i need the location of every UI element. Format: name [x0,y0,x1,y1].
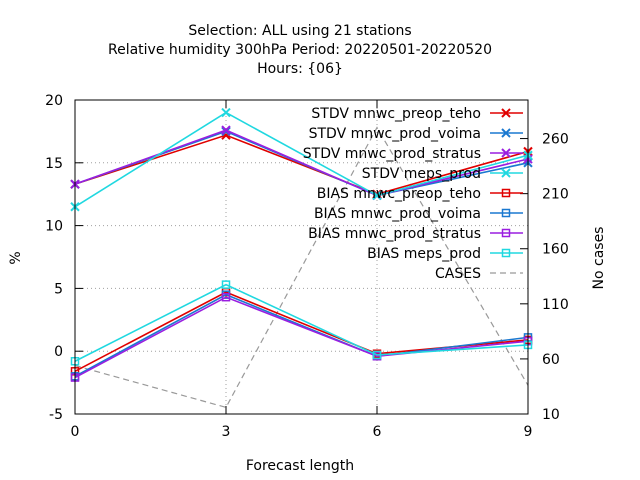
x-tick-label: 3 [222,424,231,440]
y2-tick-label: 260 [542,132,569,148]
series-line [74,111,529,208]
legend-label: BIAS meps_prod [367,246,481,262]
data-point [372,350,382,360]
y2-tick-label: 60 [542,352,560,368]
data-point [501,248,511,258]
data-point [221,280,231,289]
data-point [221,125,231,135]
y2-tick-label: 210 [542,187,569,203]
y-tick-label: 20 [45,93,63,109]
x-tick-label: 0 [71,424,80,440]
data-point [501,128,511,138]
legend-label: STDV meps_prod [362,166,481,182]
y-tick-label: 15 [45,156,63,172]
title-line: Relative humidity 300hPa Period: 2022050… [108,42,492,58]
legend-label: BIAS mnwc_prod_stratus [308,226,481,242]
title-line: Hours: {06} [257,61,343,77]
data-point [501,228,511,238]
legend-label: BIAS mnwc_preop_teho [317,186,481,202]
x-tick-label: 9 [524,424,533,440]
data-point [501,168,511,178]
x-axis-label: Forecast length [246,458,354,474]
series-line [74,291,529,373]
legend-label: CASES [435,266,481,282]
data-point [221,292,231,302]
y2-tick-label: 160 [542,242,569,258]
data-point [372,190,382,201]
y-axis-label: % [8,251,24,264]
x-tick-label: 6 [373,424,382,440]
data-point [501,208,511,218]
legend-label: STDV mnwc_preop_teho [311,106,481,122]
y2-tick-label: 110 [542,297,569,313]
chart-title: Selection: ALL using 21 stations Relative… [108,23,492,77]
data-point [501,108,511,118]
y-tick-label: 5 [54,281,63,297]
plot-frame [74,99,529,415]
series-line [74,296,529,379]
data-point [501,148,511,158]
y2-axis-label: No cases [591,227,607,290]
legend-label: BIAS mnwc_prod_voima [314,206,481,222]
y-tick-label: 0 [54,344,63,360]
y2-tick-label: 10 [542,407,560,423]
data-point [221,107,231,118]
title-line: Selection: ALL using 21 stations [188,23,411,39]
series-4 [70,287,533,376]
series-5 [70,290,533,381]
legend-label: STDV mnwc_prod_voima [309,126,481,142]
series-line [74,283,529,362]
series-cases [74,126,529,409]
cases-line [74,126,529,409]
grid [75,100,528,414]
series-line [74,129,529,197]
legend-label: STDV mnwc_prod_stratus [303,146,481,162]
series-line [74,293,529,378]
data-point [501,188,511,198]
y-tick-label: 10 [45,219,63,235]
legend: STDV mnwc_preop_teho STDV mnwc_prod_voima… [303,106,523,282]
axis-ticks: -5 0 5 10 15 20 0 3 6 9 10 60 110 160 210 260 [45,93,569,440]
y-tick-label: -5 [49,407,63,423]
